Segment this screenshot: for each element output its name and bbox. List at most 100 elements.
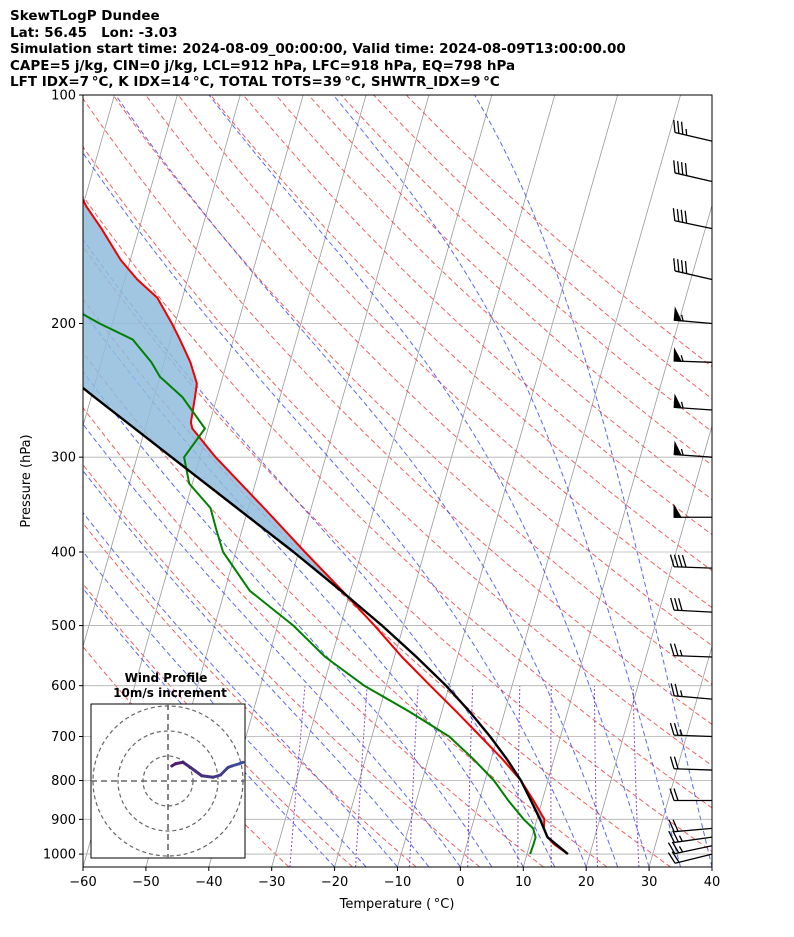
isotherm-line — [711, 865, 712, 867]
moist-adiabat-line — [83, 469, 430, 867]
wind-barb — [673, 306, 713, 325]
wind-barb-feather — [667, 842, 676, 854]
hodograph-ring — [117, 730, 219, 832]
moist-adiabat-line — [332, 95, 681, 867]
wind-barb-staff — [674, 609, 713, 613]
wind-barb-feather — [673, 160, 676, 174]
y-axis: 1000 900 800 700 600 500 400 300 200 100 — [43, 89, 83, 863]
mixing-ratio-line — [409, 685, 419, 867]
moist-adiabat-line — [83, 238, 556, 867]
wind-barb-pennant — [673, 347, 682, 362]
wind-barb — [669, 554, 713, 569]
x-tick-label: −40 — [195, 875, 222, 890]
y-tick-label: 100 — [51, 89, 76, 104]
chart-title: SkewTLogP Dundee — [10, 8, 160, 24]
dry-adiabat-line — [340, 95, 712, 433]
wind-barb — [670, 597, 713, 613]
wind-barb-pennant — [673, 393, 682, 409]
dry-adiabat-line — [373, 95, 712, 400]
mixing-ratio-lines — [289, 685, 640, 867]
wind-barb-staff — [674, 845, 713, 855]
y-tick-label: 400 — [51, 546, 76, 561]
time-text: Simulation start time: 2024-08-09_00:00:… — [10, 41, 626, 57]
wind-barb-feather — [669, 788, 675, 801]
wind-barb-feather — [671, 841, 680, 854]
moist-adiabat-line — [208, 95, 650, 867]
wind-barb-feather — [674, 597, 679, 611]
wind-barb-half-feather — [680, 690, 683, 697]
x-tick-label: 0 — [456, 875, 464, 890]
wind-barb-feather — [669, 756, 675, 769]
wind-barb — [673, 258, 713, 281]
wind-barb-half-feather — [680, 355, 684, 362]
wind-barb-half-feather — [679, 729, 683, 736]
wind-barb-feather — [673, 119, 676, 133]
wind-barb-feather — [677, 120, 680, 134]
wind-barb — [669, 756, 713, 771]
mixing-ratio-line — [289, 685, 306, 867]
wind-barb — [673, 440, 713, 458]
hodograph-trace-segment — [181, 760, 192, 769]
mixing-ratio-line — [467, 685, 474, 867]
wind-barb-staff — [674, 853, 713, 864]
wind-barb-feather — [669, 554, 675, 567]
wind-barb — [670, 683, 713, 700]
profiles — [83, 197, 569, 856]
wind-barb-staff — [674, 734, 713, 738]
isotherm-line — [460, 95, 681, 867]
y-tick-label: 800 — [51, 774, 76, 789]
wind-barb — [669, 722, 713, 738]
dry-adiabat-line — [83, 246, 712, 853]
hodograph-trace-segment — [170, 762, 177, 768]
wind-barb-feather — [680, 162, 684, 175]
moist-adiabat-line — [83, 310, 524, 867]
x-tick-label: 20 — [578, 875, 595, 890]
wind-barb-feather — [667, 852, 676, 864]
wind-barb — [672, 208, 713, 230]
dewpoint-line — [83, 313, 537, 855]
dry-adiabat-line — [308, 95, 712, 466]
cape-area — [83, 199, 545, 831]
wind-barb-staff — [674, 566, 713, 569]
isotherm-line — [334, 95, 556, 867]
wind-barb-feather — [677, 259, 680, 272]
wind-barb-feather — [670, 597, 675, 611]
x-tick-label: −20 — [321, 875, 348, 890]
isotherm-line — [397, 95, 619, 867]
chart-header: SkewTLogP Dundee Lat: 56.45 Lon: -3.03 S… — [10, 8, 626, 91]
moist-adiabat-line — [83, 511, 398, 867]
mixing-ratio-line — [632, 685, 640, 867]
isotherms — [83, 95, 712, 867]
dry-adiabat-line — [210, 95, 712, 572]
hodograph-subtitle: 10m/s increment — [113, 686, 227, 700]
y-axis-label: Pressure (hPa) — [19, 434, 34, 527]
mixing-ratio-line — [593, 685, 598, 867]
wind-barb-feather — [680, 121, 684, 135]
wind-barb — [669, 788, 712, 802]
wind-barb-feather — [668, 819, 675, 832]
dry-adiabat-line — [83, 522, 417, 867]
wind-barb-feather — [670, 683, 675, 696]
wind-barb-feather — [680, 209, 684, 223]
dry-adiabat-line — [242, 95, 712, 536]
moist-adiabats — [83, 95, 712, 867]
x-tick-label: −10 — [384, 875, 411, 890]
wind-barb — [669, 643, 713, 658]
dry-adiabat-line — [177, 95, 712, 609]
y-tick-label: 600 — [51, 679, 76, 694]
dry-adiabat-line — [83, 97, 712, 725]
temperature-line — [83, 197, 569, 855]
wind-barb-feather — [669, 722, 675, 736]
wind-barb-staff — [674, 827, 713, 833]
wind-barb-staff — [674, 270, 713, 281]
wind-barb-feather — [673, 756, 679, 770]
wind-barb-feather — [684, 260, 688, 274]
wind-barb-staff — [674, 220, 713, 230]
moist-adiabat-line — [474, 95, 712, 867]
dry-adiabat-line — [83, 195, 712, 809]
x-tick-label: 10 — [515, 875, 532, 890]
moist-adiabat-line — [83, 550, 367, 867]
x-tick-label: −50 — [132, 875, 159, 890]
wind-barb-half-feather — [680, 448, 684, 456]
